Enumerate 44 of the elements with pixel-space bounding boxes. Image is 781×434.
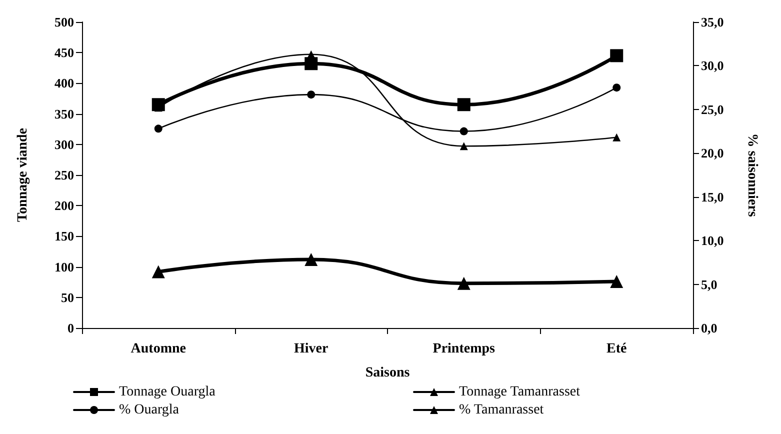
point (304, 252, 318, 266)
y2-tick-label: 35,0 (701, 14, 724, 30)
point (457, 276, 470, 290)
x-tick-label: Eté (606, 342, 627, 356)
y2-tick-label: 25,0 (701, 102, 724, 117)
point (307, 90, 316, 99)
y-tick-label: 250 (54, 168, 74, 182)
y-tick-label: 300 (54, 136, 74, 152)
y2-tick-label: 30,0 (701, 58, 724, 74)
point (610, 274, 624, 288)
legend-label: Tonnage Ouargla (119, 384, 216, 400)
y2-tick-label: 5,0 (701, 276, 718, 292)
y-tick-label: 400 (54, 76, 74, 91)
point (152, 265, 165, 278)
y-tick-label: 100 (54, 259, 74, 274)
y-tick-label: 50 (61, 290, 74, 305)
legend-label: Tonnage Tamanrasset (459, 384, 580, 400)
point (460, 127, 468, 136)
y-tick-label: 0 (68, 320, 74, 336)
y-tick-label: 150 (54, 228, 74, 244)
legend-label: % Tamanrasset (459, 402, 544, 418)
y2-tick-label: 15,0 (701, 189, 724, 204)
point (154, 124, 162, 133)
point (612, 133, 621, 142)
y2-tick-label: 20,0 (701, 146, 724, 161)
legend-label: % Ouargla (119, 402, 180, 418)
point (460, 142, 468, 150)
y-tick-label: 200 (54, 198, 74, 214)
y2-tick-label: 0,0 (701, 320, 718, 336)
x-tick-label: Printemps (432, 342, 496, 356)
point (307, 50, 316, 58)
point (457, 98, 470, 112)
point (610, 49, 624, 62)
y2-axis-title: % saisonniers (744, 133, 760, 218)
x-tick-label: Automne (130, 342, 186, 356)
y2-tick-label: 10,0 (701, 233, 724, 248)
y-axis-title: Tonnage viande (16, 128, 30, 222)
point (612, 84, 621, 92)
x-axis-title: Saisons (365, 366, 410, 380)
y-tick-label: 350 (54, 106, 74, 122)
y-tick-label: 500 (54, 14, 74, 30)
y-tick-label: 450 (54, 45, 74, 60)
point (304, 57, 318, 70)
x-tick-label: Hiver (294, 342, 328, 356)
